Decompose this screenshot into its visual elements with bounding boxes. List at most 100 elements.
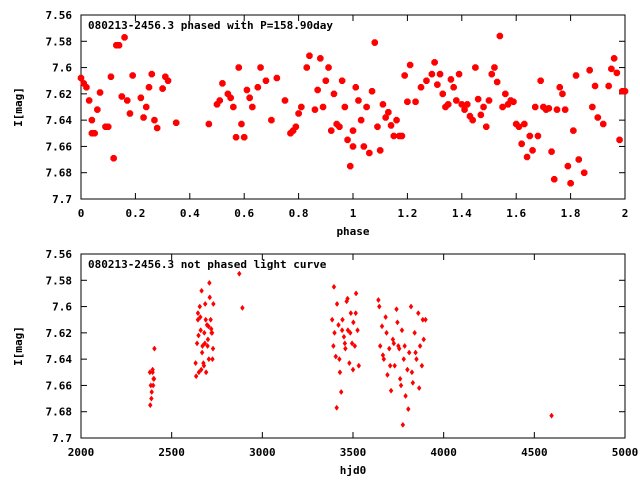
data-point: [474, 95, 482, 103]
data-point: [210, 356, 215, 363]
data-point: [534, 132, 542, 140]
data-point: [510, 98, 517, 105]
data-point: [238, 120, 245, 128]
data-point: [537, 77, 544, 84]
y-tick-label: 7.68: [46, 406, 73, 419]
y-tick-label: 7.7: [52, 432, 72, 445]
data-point: [240, 134, 248, 141]
data-point: [268, 116, 275, 124]
data-point: [342, 340, 348, 347]
data-point: [580, 169, 588, 176]
data-point: [455, 70, 463, 78]
data-point: [395, 319, 400, 326]
data-point: [197, 303, 203, 310]
y-tick-label: 7.58: [46, 274, 73, 287]
data-point: [379, 101, 387, 108]
data-point: [412, 329, 417, 336]
data-point: [621, 88, 629, 95]
data-point: [208, 316, 213, 323]
data-point: [311, 106, 319, 113]
data-point: [616, 136, 623, 144]
data-point: [428, 70, 436, 78]
x-tick-label: 4500: [521, 446, 548, 459]
data-point: [104, 123, 112, 130]
data-point: [202, 329, 207, 336]
data-point: [336, 123, 343, 130]
data-point: [420, 316, 426, 323]
data-point: [257, 64, 264, 71]
data-point: [413, 349, 418, 356]
data-point: [559, 90, 566, 98]
data-point: [376, 147, 384, 154]
data-point: [379, 323, 385, 330]
data-point: [491, 64, 498, 71]
data-point: [385, 371, 390, 378]
data-point: [295, 110, 302, 117]
data-point: [355, 327, 360, 334]
data-point: [336, 321, 341, 328]
data-point: [608, 65, 615, 73]
data-point: [351, 319, 356, 326]
data-point: [461, 106, 468, 113]
data-point: [423, 77, 430, 84]
data-point: [553, 106, 561, 113]
data-point: [91, 130, 98, 137]
data-point: [200, 342, 205, 350]
data-point: [207, 279, 212, 286]
data-point: [202, 340, 208, 347]
chart-panel-1: 0 0.2 0.4 0.6 0.8 1 1.2 1.4 1.6 1.8 2 7.56 7.58 7.6 7.…: [12, 9, 628, 238]
data-point: [390, 132, 398, 140]
data-point: [480, 103, 487, 111]
data-point: [219, 80, 226, 87]
data-point: [383, 314, 388, 321]
data-point: [403, 392, 408, 399]
data-point: [589, 103, 596, 111]
data-point: [567, 180, 574, 187]
data-point: [380, 352, 386, 359]
data-point: [148, 402, 153, 409]
data-point: [333, 353, 339, 360]
data-point: [198, 327, 203, 334]
data-point: [419, 362, 425, 369]
data-point: [149, 395, 154, 402]
x-tick-label: 3500: [340, 446, 367, 459]
data-point: [450, 84, 457, 91]
data-point: [85, 97, 93, 104]
data-point: [345, 295, 350, 302]
data-point: [121, 34, 128, 41]
data-point: [319, 103, 327, 111]
data-point: [193, 360, 198, 367]
data-point: [613, 69, 621, 77]
y-tick-label: 7.64: [46, 353, 73, 366]
data-point: [355, 97, 362, 104]
data-point: [126, 110, 134, 117]
data-point: [402, 342, 407, 350]
data-point: [306, 52, 313, 60]
data-point: [206, 323, 211, 330]
y-tick-label: 7.68: [46, 167, 73, 180]
data-point: [325, 64, 332, 71]
data-point: [216, 97, 223, 104]
data-point: [377, 342, 383, 350]
data-point: [388, 387, 394, 394]
data-point: [453, 97, 460, 104]
data-point: [341, 103, 349, 111]
y-tick-label: 7.62: [46, 327, 73, 340]
data-point: [211, 300, 216, 307]
data-point: [194, 340, 200, 347]
data-point: [343, 345, 348, 352]
data-point: [339, 327, 345, 334]
y-tick-label: 7.56: [46, 248, 73, 261]
data-point: [353, 290, 359, 297]
data-point: [550, 176, 558, 183]
data-point: [400, 421, 406, 428]
x-tick-label: 0.4: [180, 207, 200, 220]
data-point: [416, 385, 422, 392]
y-axis-label: I[mag]: [12, 87, 25, 127]
data-point: [406, 61, 414, 69]
data-point: [575, 156, 583, 163]
data-point: [341, 333, 347, 340]
data-point: [502, 90, 509, 98]
y-tick-label: 7.62: [46, 88, 73, 101]
data-point: [124, 97, 131, 104]
